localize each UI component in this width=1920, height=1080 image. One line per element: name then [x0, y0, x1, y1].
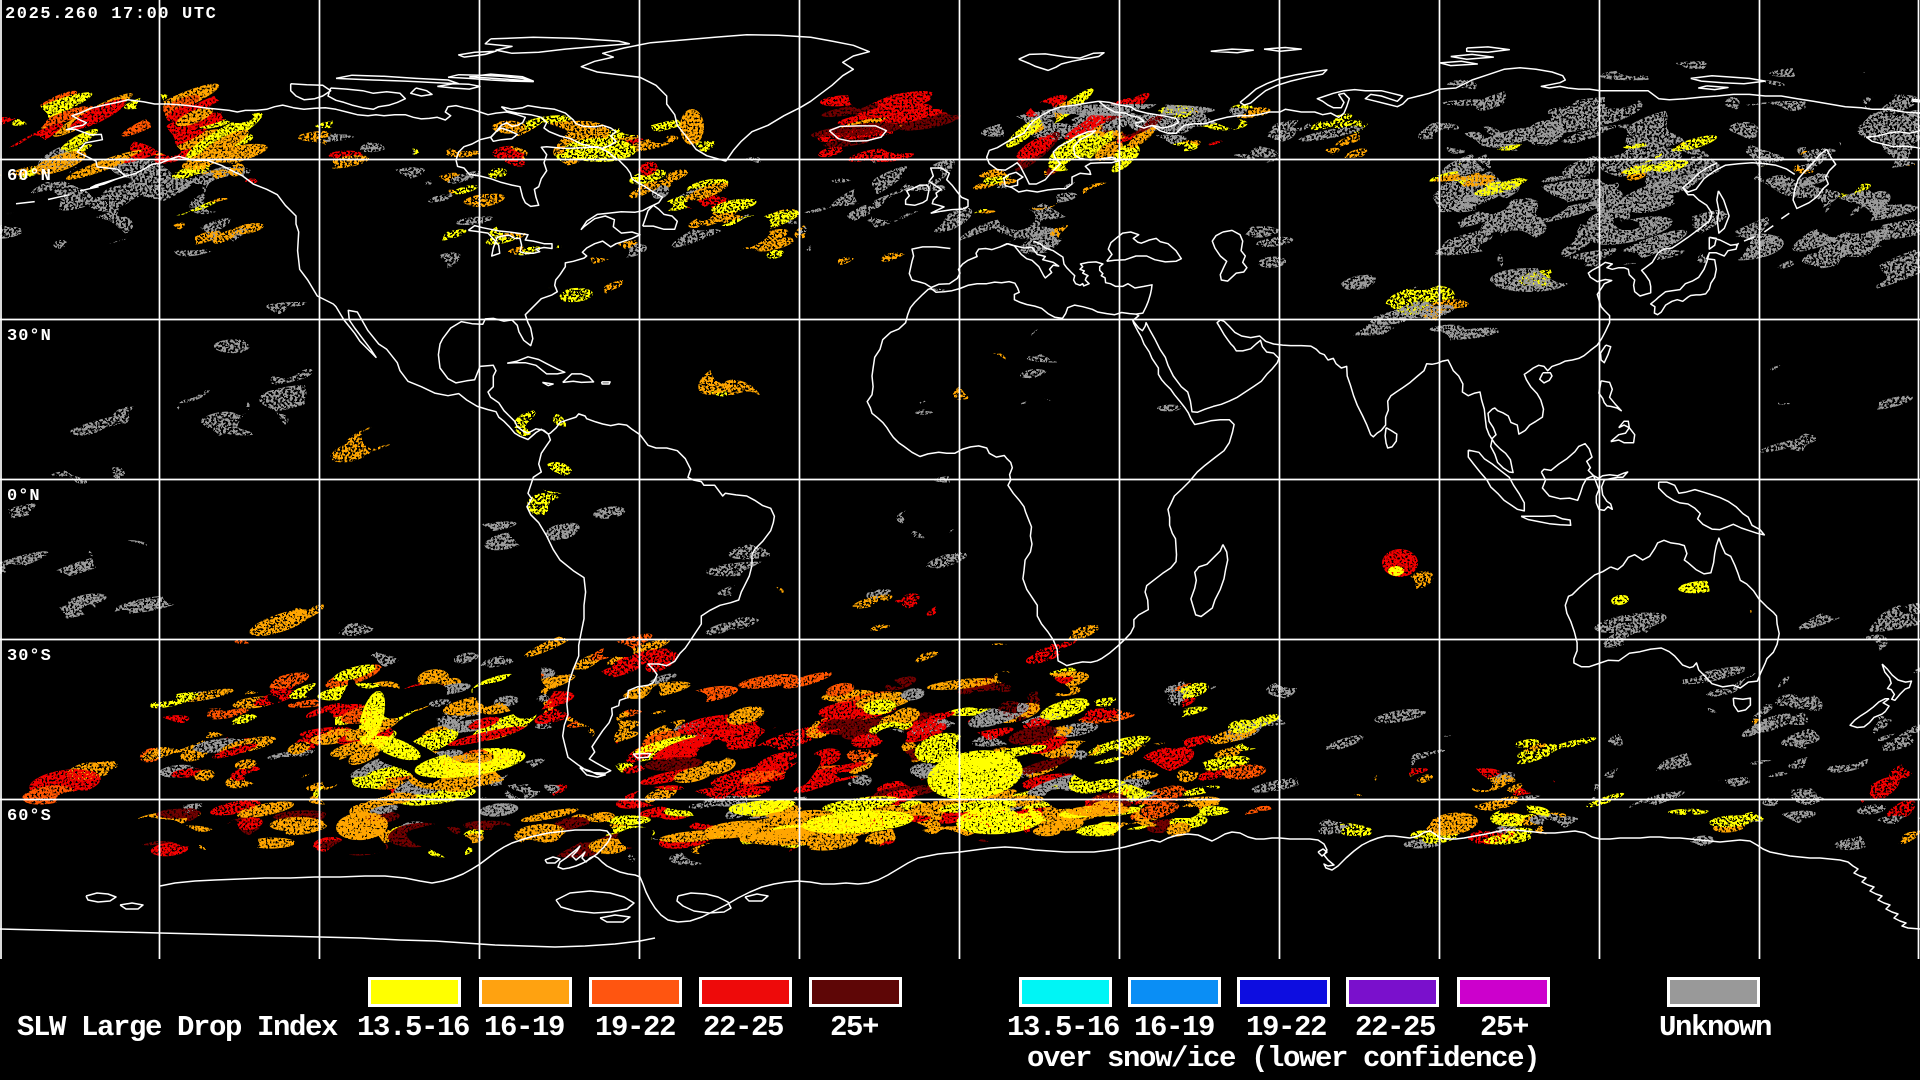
svg-text:0°N: 0°N	[7, 487, 41, 506]
svg-text:22-25: 22-25	[1355, 1011, 1435, 1044]
svg-text:25+: 25+	[830, 1011, 878, 1044]
svg-text:16-19: 16-19	[484, 1011, 564, 1044]
svg-text:19-22: 19-22	[595, 1011, 675, 1044]
svg-text:13.5-16: 13.5-16	[357, 1011, 469, 1044]
svg-text:16-19: 16-19	[1134, 1011, 1214, 1044]
svg-text:SLW Large Drop Index: SLW Large Drop Index	[17, 1011, 338, 1044]
svg-text:60°S: 60°S	[7, 807, 52, 826]
svg-text:30°N: 30°N	[7, 327, 52, 346]
svg-text:60°N: 60°N	[7, 167, 52, 186]
svg-text:22-25: 22-25	[703, 1011, 783, 1044]
svg-text:19-22: 19-22	[1246, 1011, 1326, 1044]
svg-text:Unknown: Unknown	[1659, 1011, 1771, 1044]
svg-text:2025.260 17:00 UTC: 2025.260 17:00 UTC	[5, 5, 217, 24]
svg-text:13.5-16: 13.5-16	[1007, 1011, 1119, 1044]
svg-text:over snow/ice (lower confidenc: over snow/ice (lower confidence)	[1027, 1042, 1539, 1075]
svg-text:25+: 25+	[1480, 1011, 1528, 1044]
svg-text:30°S: 30°S	[7, 647, 52, 666]
